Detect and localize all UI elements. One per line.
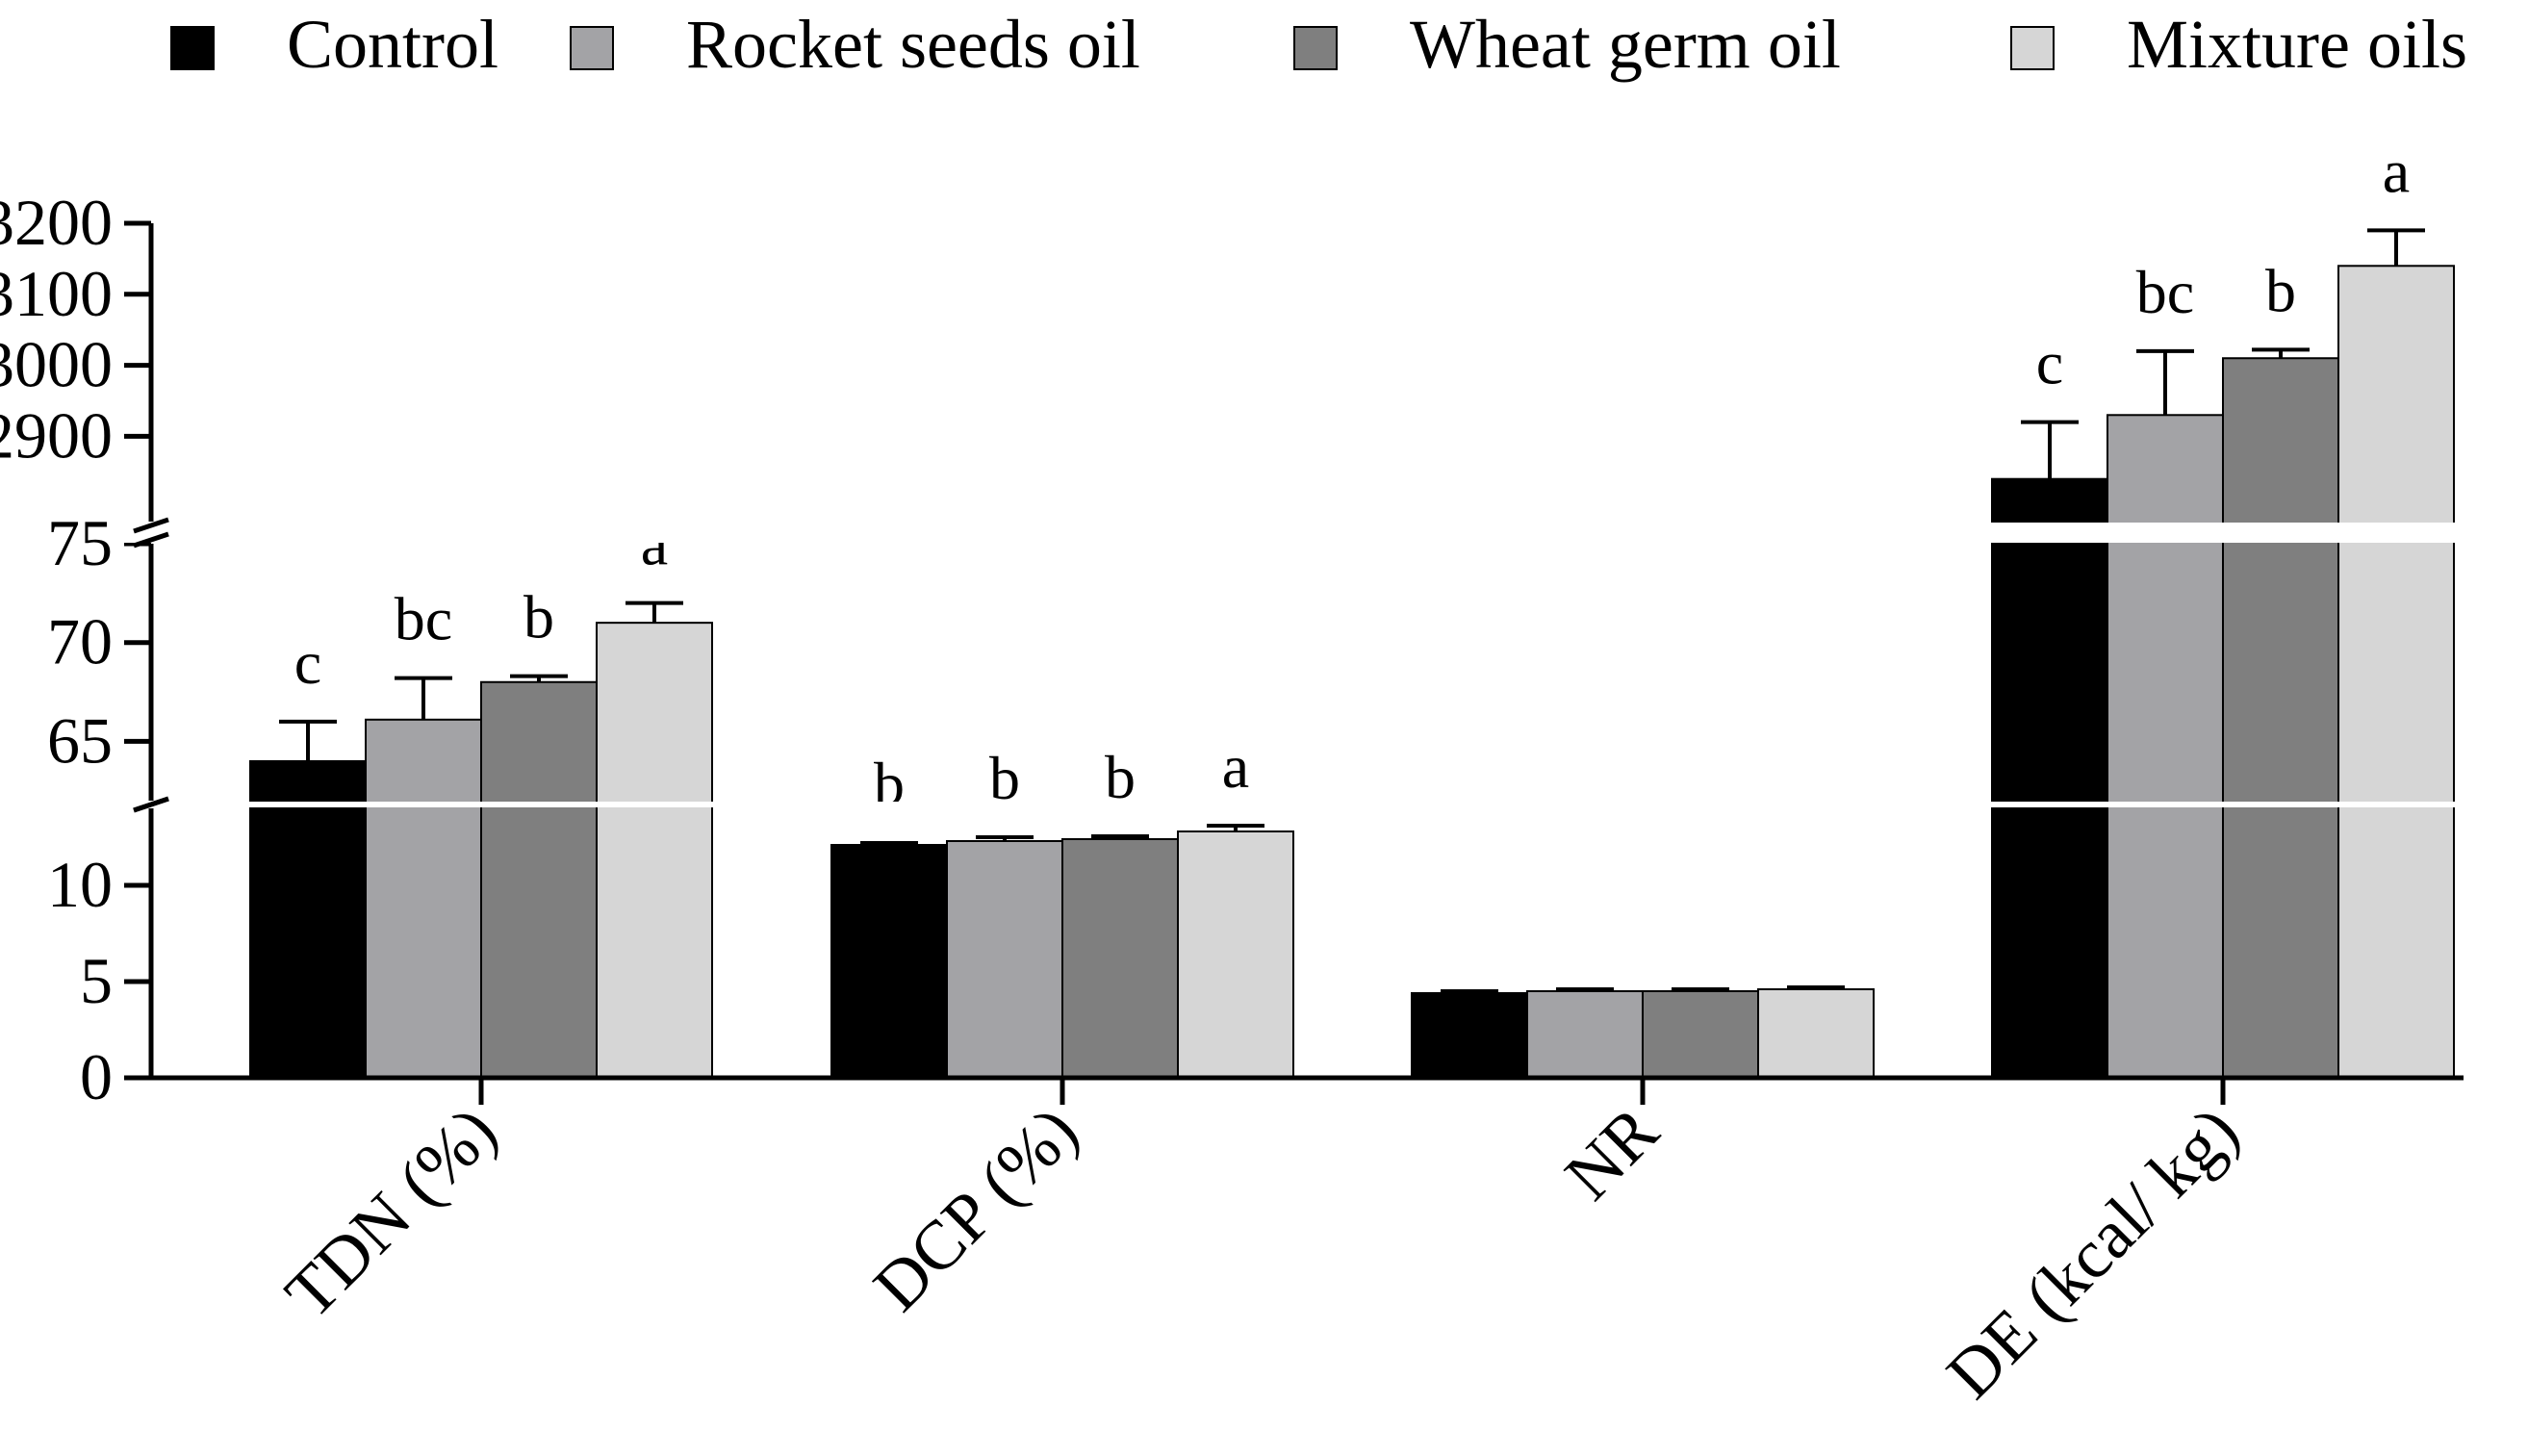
y-tick-label-3200: 3200 <box>0 186 113 259</box>
legend-swatch-wheat-germ-oil <box>1293 26 1338 70</box>
x-tick-label-nr: NR <box>1550 1092 1673 1214</box>
axis-break-mark-2-2 <box>133 517 169 534</box>
y-tick-label-5: 5 <box>80 944 113 1017</box>
sig-label-tdn-control: c <box>294 628 321 697</box>
bar-tdn-control <box>249 759 367 1080</box>
y-tick-label-3100: 3100 <box>0 257 113 330</box>
sig-label-dcp-mixture-oils: a <box>1222 732 1249 801</box>
bar-de-kcal-kg-control <box>1991 477 2108 1079</box>
bar-de-kcal-kg-wheat-germ-oil <box>2222 357 2339 1079</box>
bar-tdn-wheat-germ-oil <box>480 680 598 1079</box>
bars-group <box>249 265 2455 1080</box>
bar-nr-mixture-oils <box>1757 988 1875 1079</box>
axis-break-mark-2-1 <box>133 531 169 549</box>
legend-swatch-rocket-seeds-oil <box>570 26 614 70</box>
bar-nr-rocket-seeds-oil <box>1526 990 1644 1079</box>
y-tick-label-75: 75 <box>47 506 113 579</box>
y-tick-label-0: 0 <box>80 1040 113 1113</box>
y-tick-label-2900: 2900 <box>0 398 113 472</box>
legend-label-control: Control <box>287 6 498 83</box>
y-tick-label-65: 65 <box>47 703 113 777</box>
sig-label-dcp-wheat-germ-oil: b <box>1105 743 1136 811</box>
legend-label-rocket-seeds-oil: Rocket seeds oil <box>686 6 1140 83</box>
y-tick-label-3000: 3000 <box>0 328 113 401</box>
y-tick-label-70: 70 <box>47 605 113 678</box>
bar-dcp-control <box>830 844 948 1079</box>
legend-swatch-control <box>170 26 215 70</box>
x-tick-label-de-kcal-kg: DE (kcal/ kg) <box>1932 1092 2254 1414</box>
legend: Control Rocket seeds oil Wheat germ oil Mix… <box>170 6 2467 83</box>
legend-label-mixture-oils: Mixture oils <box>2127 6 2467 83</box>
bar-dcp-wheat-germ-oil <box>1061 838 1179 1079</box>
sig-label-de-kcal-kg-mixture-oils: a <box>2383 137 2410 205</box>
x-tick-label-dcp: DCP (%) <box>859 1092 1093 1326</box>
sig-label-dcp-control: b <box>874 750 905 818</box>
axis-break-gap-1 <box>122 802 2492 807</box>
sig-label-de-kcal-kg-control: c <box>2036 329 2063 397</box>
bar-tdn-mixture-oils <box>596 622 713 1080</box>
legend-swatch-mixture-oils <box>2010 26 2055 70</box>
bar-tdn-rocket-seeds-oil <box>365 718 482 1079</box>
x-tick-label-tdn: TDN (%) <box>270 1092 511 1333</box>
error-bars-group <box>279 228 2425 993</box>
sig-label-tdn-mixture-oils: a <box>641 510 668 578</box>
legend-label-wheat-germ-oil: Wheat germ oil <box>1410 6 1841 83</box>
axis-break-mark-1-2 <box>133 796 169 813</box>
sig-label-tdn-wheat-germ-oil: b <box>523 583 554 651</box>
axis-break-gap-2 <box>122 523 2492 543</box>
bar-dcp-rocket-seeds-oil <box>946 840 1063 1079</box>
bar-de-kcal-kg-mixture-oils <box>2337 265 2455 1079</box>
sig-label-dcp-rocket-seeds-oil: b <box>989 744 1020 812</box>
y-tick-label-10: 10 <box>47 848 113 921</box>
bar-dcp-mixture-oils <box>1177 830 1294 1079</box>
axis-breaks-group <box>122 517 2492 813</box>
bar-nr-control <box>1411 992 1528 1079</box>
bar-nr-wheat-germ-oil <box>1642 990 1759 1079</box>
sig-label-de-kcal-kg-wheat-germ-oil: b <box>2265 256 2296 324</box>
bar-de-kcal-kg-rocket-seeds-oil <box>2107 414 2224 1079</box>
sig-label-de-kcal-kg-rocket-seeds-oil: bc <box>2136 258 2194 326</box>
sig-label-tdn-rocket-seeds-oil: bc <box>395 585 452 653</box>
